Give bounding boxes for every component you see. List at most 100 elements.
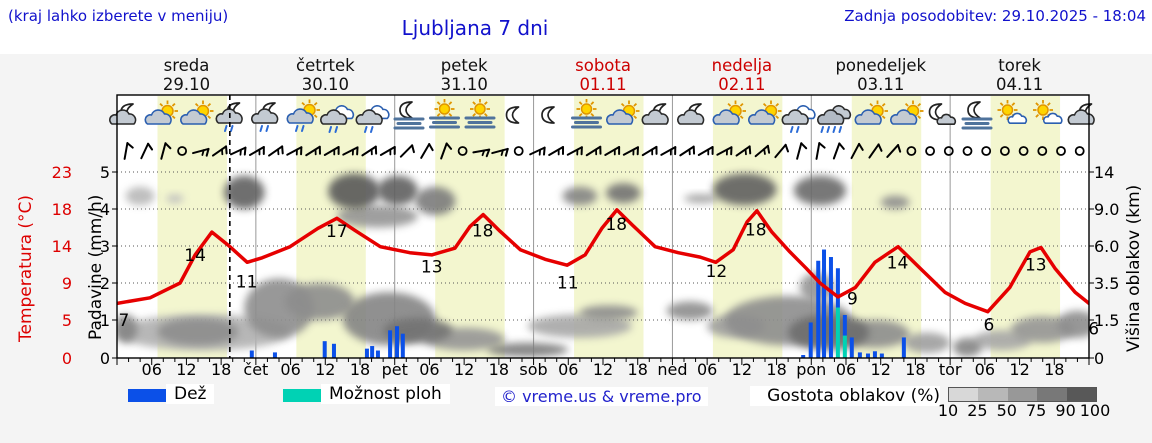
wind-barb-icon xyxy=(679,145,696,157)
wind-barb-icon xyxy=(716,146,733,156)
day-date: 03.11 xyxy=(857,75,905,94)
sun-cloud-icon xyxy=(144,100,178,125)
wind-barb-icon xyxy=(192,147,210,157)
wind-barb-icon xyxy=(229,146,247,156)
density-scale-segment xyxy=(1037,388,1067,401)
temp-tick-label: 18 xyxy=(52,200,72,219)
wind-barb-icon xyxy=(641,145,658,157)
sun-cloud-icon xyxy=(712,100,746,125)
density-scale-segment xyxy=(949,388,979,401)
rain-bar xyxy=(879,353,884,358)
day-name: torek xyxy=(998,56,1041,75)
temp-tick-label: 5 xyxy=(62,311,72,330)
wind-barb-icon xyxy=(268,145,284,157)
calm-wind-icon xyxy=(981,146,992,156)
rain-bar xyxy=(395,326,400,358)
day-name: petek xyxy=(440,56,488,75)
cloud-heavy-rain-icon xyxy=(817,105,852,133)
wind-barb-icon xyxy=(548,146,565,156)
precip-tick-label: 4 xyxy=(100,200,110,219)
sun-cloud-icon xyxy=(748,100,782,125)
cloud-rain-icon xyxy=(781,105,816,133)
moon-icon xyxy=(541,106,555,124)
cloud-rain-icon xyxy=(320,105,355,133)
hour-label: 06 xyxy=(697,360,717,379)
temp-tick-label: 9 xyxy=(62,274,72,293)
last-update: Zadnja posodobitev: 29.10.2025 - 18:04 xyxy=(844,7,1146,25)
temperature-value-label: 12 xyxy=(706,262,728,282)
sun-fog-icon xyxy=(429,99,460,129)
temperature-value-label: 18 xyxy=(745,220,767,240)
wind-barb-icon xyxy=(305,145,321,157)
wind-barb-icon xyxy=(323,146,340,156)
hour-label: 18 xyxy=(766,360,786,379)
calm-wind-icon xyxy=(962,146,973,156)
temperature-value-label: 11 xyxy=(557,273,579,293)
density-tick-label: 75 xyxy=(1026,401,1047,420)
day-date: 31.10 xyxy=(440,75,488,94)
moon-cloud-icon xyxy=(641,103,669,125)
sun-cloud-rain-icon xyxy=(286,99,320,132)
moon-small-cloud-icon xyxy=(928,103,957,125)
wind-barb-icon xyxy=(754,144,771,158)
sun-small-cloud-icon xyxy=(1033,100,1063,124)
moon-cloud-icon xyxy=(109,103,137,125)
day-date: 30.10 xyxy=(301,75,349,94)
precip-tick-label: 2 xyxy=(100,274,110,293)
precipitation-bars xyxy=(249,249,906,358)
cloud-tick-label: 14 xyxy=(1094,163,1114,182)
hour-label: 18 xyxy=(628,360,648,379)
wind-barb-icon xyxy=(286,146,303,156)
axis-tick-labels: 23 18 14 9 5 0 5 4 3 2 1 0 14 9.0 6.0 3.5 1.5 0 xyxy=(52,163,1120,368)
density-scale-segment xyxy=(1066,388,1097,401)
sun-cloud-icon xyxy=(890,100,924,125)
temperature-curve xyxy=(117,208,1089,314)
cloud-tick-label: 3.5 xyxy=(1094,274,1119,293)
calm-wind-icon xyxy=(1037,146,1048,156)
rain-bar xyxy=(272,352,277,358)
wind-barb-icon xyxy=(850,142,864,160)
day-name: sreda xyxy=(163,56,210,75)
page-title: Ljubljana 7 dni xyxy=(401,16,549,40)
wind-barb-icon xyxy=(697,146,714,156)
calm-wind-icon xyxy=(925,146,935,156)
precip-tick-label: 0 xyxy=(100,349,110,368)
rain-bar xyxy=(842,314,847,336)
shower-bar xyxy=(835,307,840,358)
temp-tick-label: 23 xyxy=(52,163,72,182)
wind-barb-icon xyxy=(472,148,491,158)
moon-cloud-rain-icon xyxy=(251,102,279,132)
sun-cloud-icon xyxy=(180,100,214,125)
day-date: 02.11 xyxy=(718,75,766,94)
hour-label: 06 xyxy=(419,360,439,379)
cloud-tick-label: 9.0 xyxy=(1094,200,1119,219)
day-abbrev-label: čet xyxy=(243,360,268,379)
rain-bar xyxy=(322,341,327,358)
hour-label: 12 xyxy=(732,360,752,379)
wind-barb-icon xyxy=(585,145,602,157)
hour-label: 12 xyxy=(176,360,196,379)
wind-barb-icon xyxy=(529,146,546,156)
rain-bar xyxy=(388,330,393,358)
precip-tick-label: 3 xyxy=(100,237,110,256)
day-header-sreda: sreda 29.10 xyxy=(117,56,256,94)
cloud-layers xyxy=(117,173,1089,357)
rain-bar xyxy=(816,260,821,358)
wind-barb-icon xyxy=(379,146,396,156)
hour-label: 06 xyxy=(558,360,578,379)
wind-barb-icon xyxy=(399,144,415,158)
temperature-value-label: 13 xyxy=(1025,256,1047,276)
calm-wind-icon xyxy=(457,146,468,156)
rain-bar xyxy=(801,355,806,358)
weather-icons-row xyxy=(109,99,1095,133)
wind-barb-icon xyxy=(440,142,453,160)
day-header-petek: petek 31.10 xyxy=(395,56,534,94)
rain-bar xyxy=(375,350,380,358)
rain-bar xyxy=(808,322,813,358)
wind-barb-icon xyxy=(886,144,902,158)
wind-barb-icon xyxy=(815,142,826,160)
copyright-link[interactable]: © vreme.us & vreme.pro xyxy=(495,387,708,406)
density-tick-label: 25 xyxy=(967,401,988,420)
day-abbrev-label: tor xyxy=(939,360,962,379)
